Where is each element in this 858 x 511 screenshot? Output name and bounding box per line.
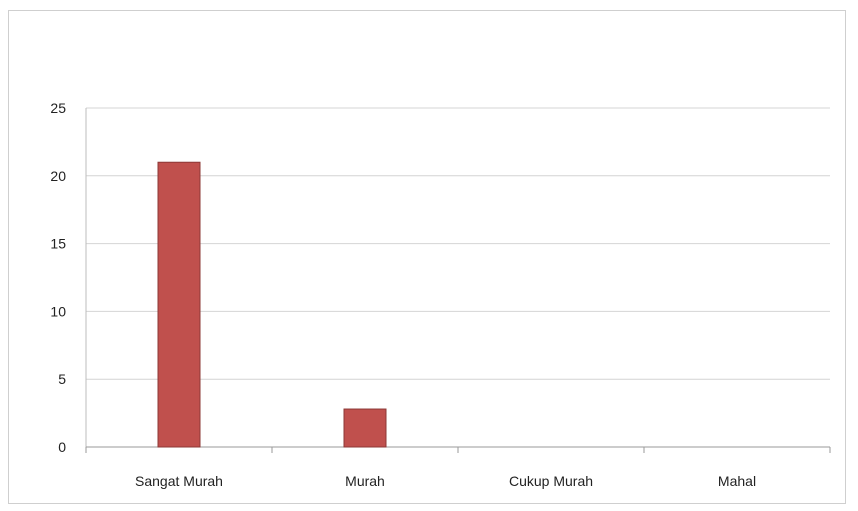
chart-frame	[8, 10, 846, 504]
x-tick-labels: Sangat Murah Murah Cukup Murah Mahal	[135, 473, 756, 489]
bars	[157, 161, 387, 448]
y-tick-label: 20	[50, 168, 66, 184]
bar-murah	[343, 408, 387, 448]
y-tick-label: 5	[58, 371, 66, 387]
axes	[85, 108, 831, 453]
y-tick-label: 10	[50, 303, 66, 319]
y-tick-labels: 0 5 10 15 20 25	[50, 100, 66, 455]
x-tick-label: Mahal	[718, 473, 756, 489]
y-tick-label: 25	[50, 100, 66, 116]
x-tick-label: Murah	[345, 473, 385, 489]
y-tick-label: 0	[58, 439, 66, 455]
x-tick-label: Sangat Murah	[135, 473, 223, 489]
y-tick-label: 15	[50, 236, 66, 252]
bar-sangat-murah	[157, 161, 201, 448]
gridlines	[86, 107, 830, 380]
x-tick-label: Cukup Murah	[509, 473, 593, 489]
